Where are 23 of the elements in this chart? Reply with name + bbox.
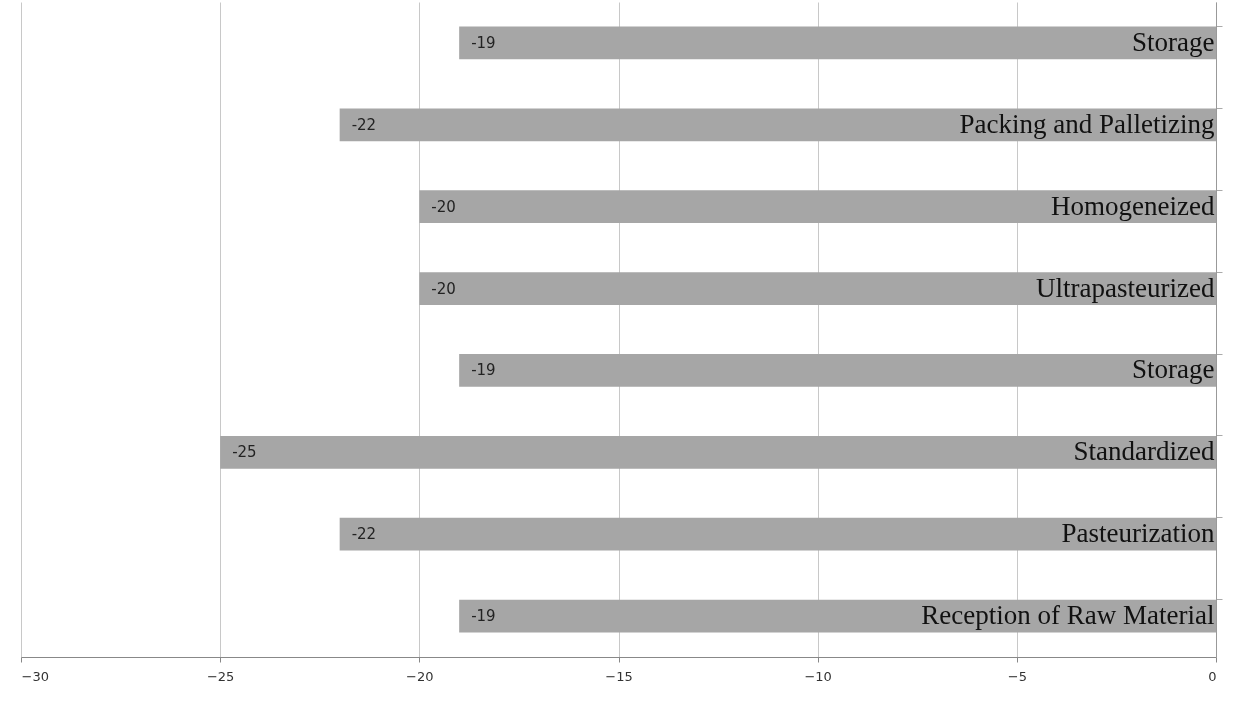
y-tick-label: Ultrapasteurized [1036,272,1215,303]
y-tick-label: Pasteurization [1061,518,1215,549]
x-tick-label: −5 [1007,668,1027,684]
y-tick-label: Storage [1132,354,1215,385]
x-tick-label: −15 [605,668,633,684]
x-tick-label: −10 [804,668,832,684]
y-tick-label: Storage [1132,26,1215,57]
data-label: -20 [431,197,456,216]
x-tick-label: −20 [406,668,434,684]
y-tick-label: Reception of Raw Material [921,600,1215,631]
y-tick-label: Standardized [1073,436,1215,467]
y-tick-label: Packing and Palletizing [959,108,1215,139]
x-tick-label: 0 [1208,668,1217,684]
data-label: -20 [431,279,456,298]
data-label: -25 [232,443,257,462]
data-label: -19 [471,33,496,52]
data-label: -22 [351,525,377,544]
data-label: -19 [471,361,496,380]
x-tick-label: −30 [21,668,49,684]
x-tick-label: −25 [206,668,235,684]
y-tick-label: Homogeneized [1051,190,1215,221]
data-label: -22 [351,115,377,134]
data-label: -19 [471,607,496,626]
